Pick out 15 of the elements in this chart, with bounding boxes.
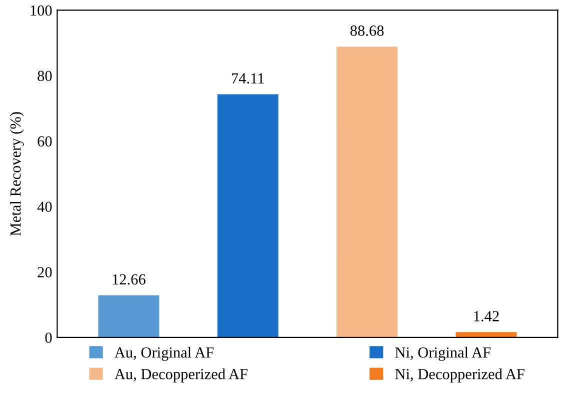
y-tick-label: 0 (45, 332, 52, 343)
data-label: 12.66 (112, 274, 146, 285)
data-label: 88.68 (350, 26, 384, 36)
y-tick-label: 60 (38, 136, 52, 147)
legend-label: Ni, Original AF (395, 346, 490, 361)
legend-label: Au, Original AF (114, 346, 214, 361)
legend-label: Ni, Decopperized AF (395, 368, 524, 382)
y-tick-label: 20 (38, 267, 52, 278)
y-tick-label: 100 (30, 5, 52, 16)
legend-label: Au, Decopperized AF (114, 368, 248, 382)
y-tick-label: 80 (38, 70, 52, 82)
data-label: 1.42 (474, 311, 499, 322)
y-tick-label: 40 (37, 202, 52, 212)
y-axis-title: Metal Recovery (%) (10, 112, 24, 236)
data-label: 74.11 (232, 73, 264, 84)
